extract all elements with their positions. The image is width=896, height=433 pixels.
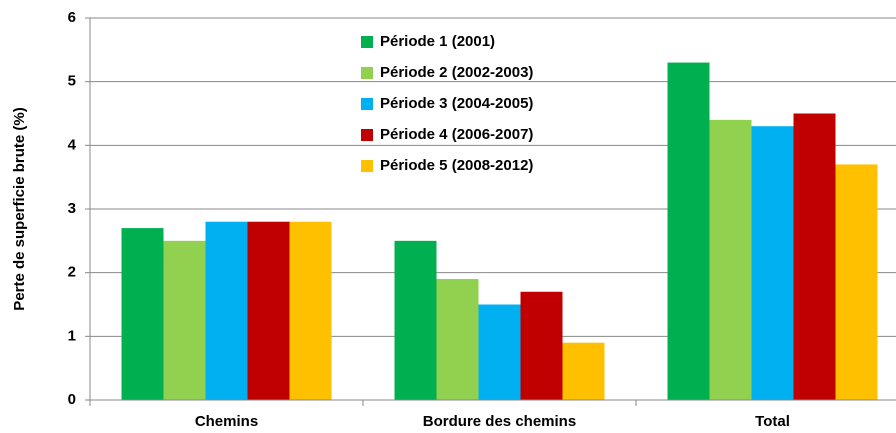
bar xyxy=(247,221,290,400)
x-tick-label: Bordure des chemins xyxy=(423,413,576,430)
y-tick-label: 5 xyxy=(68,73,76,90)
legend-swatch xyxy=(361,36,373,48)
bar xyxy=(562,342,605,400)
legend-label: Période 3 (2004-2005) xyxy=(380,95,533,112)
x-tick-label: Total xyxy=(755,413,790,430)
bar xyxy=(289,221,332,400)
bar xyxy=(121,228,164,400)
y-tick-label: 1 xyxy=(68,327,76,344)
y-tick-label: 2 xyxy=(68,264,76,281)
y-tick-label: 0 xyxy=(68,391,76,408)
legend-swatch xyxy=(361,160,373,172)
bar xyxy=(793,113,836,400)
legend-swatch xyxy=(361,129,373,141)
bar xyxy=(394,240,437,400)
legend-label: Période 2 (2002-2003) xyxy=(380,64,533,81)
bar xyxy=(667,62,710,401)
bar xyxy=(478,304,521,400)
legend-swatch xyxy=(361,67,373,79)
legend-swatch xyxy=(361,98,373,110)
legend-label: Période 1 (2001) xyxy=(380,33,495,50)
bar xyxy=(520,291,563,400)
y-axis-label: Perte de superficie brute (%) xyxy=(11,107,28,310)
y-tick-label: 3 xyxy=(68,200,76,217)
y-tick-label: 6 xyxy=(68,9,76,26)
bar xyxy=(751,126,794,400)
bar xyxy=(436,279,479,400)
y-tick-label: 4 xyxy=(68,136,77,153)
bar xyxy=(205,221,248,400)
bar xyxy=(835,164,878,400)
legend-label: Période 4 (2006-2007) xyxy=(380,126,533,143)
legend-label: Période 5 (2008-2012) xyxy=(380,157,533,174)
x-tick-label: Chemins xyxy=(195,413,258,430)
bar xyxy=(709,119,752,400)
bar xyxy=(163,240,206,400)
